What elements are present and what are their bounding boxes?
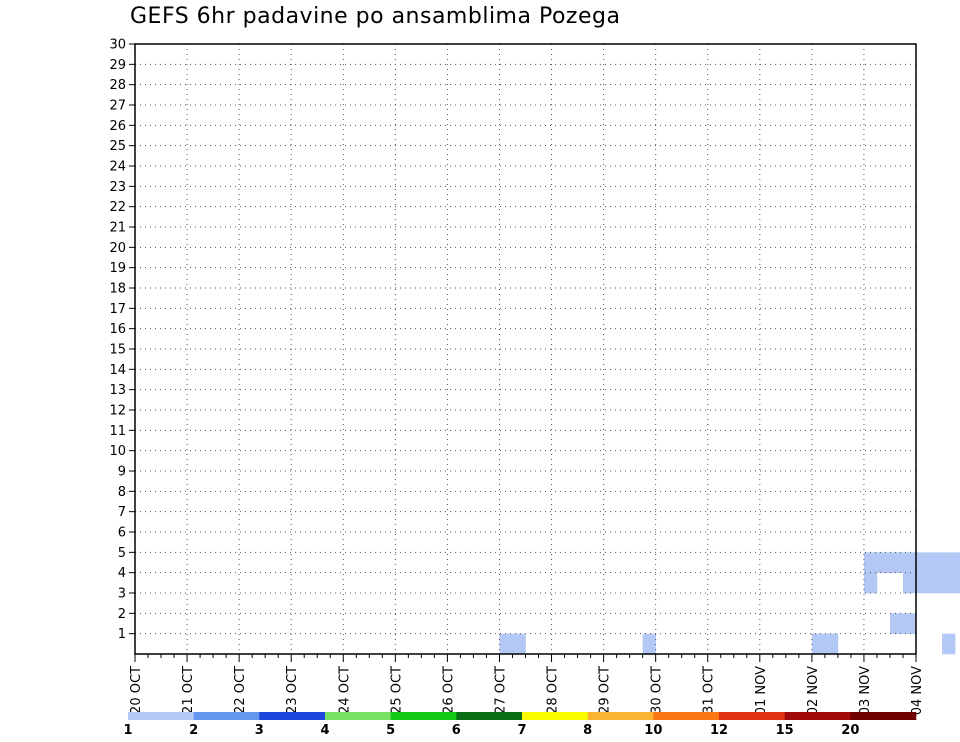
y-tick-label: 21 — [109, 221, 126, 236]
x-tick-label: 21 OCT — [181, 666, 196, 714]
heatmap-cell — [929, 552, 943, 573]
heatmap-cell — [876, 552, 891, 573]
colorbar-label: 12 — [710, 723, 728, 738]
colorbar-label: 10 — [644, 723, 662, 738]
heatmap-cell — [942, 552, 956, 573]
colorbar-label: 8 — [583, 723, 592, 738]
chart-title: GEFS 6hr padavine po ansamblima Pozega — [130, 4, 621, 29]
y-tick-label: 2 — [118, 607, 126, 622]
colorbar-label: 2 — [189, 723, 198, 738]
y-axis: 1234567891011121314151617181920212223242… — [109, 38, 135, 642]
heatmap-cell — [942, 572, 956, 594]
heatmap-cell — [916, 552, 930, 573]
colorbar-label: 20 — [841, 723, 859, 738]
x-tick-label: 27 OCT — [493, 666, 508, 714]
y-tick-label: 27 — [109, 99, 126, 114]
y-tick-label: 16 — [109, 322, 126, 337]
x-tick-label: 02 NOV — [806, 666, 821, 715]
x-tick-label: 01 NOV — [754, 666, 769, 715]
heatmap-cell — [955, 552, 960, 573]
colorbar-swatch — [784, 712, 851, 720]
x-tick-label: 28 OCT — [546, 666, 561, 714]
heatmap-cell — [642, 633, 656, 655]
colorbar-label: 6 — [452, 723, 461, 738]
y-tick-label: 5 — [118, 546, 126, 561]
colorbar-label: 3 — [255, 723, 264, 738]
y-tick-label: 20 — [109, 241, 126, 256]
x-tick-label: 30 OCT — [650, 666, 665, 714]
y-tick-label: 17 — [109, 302, 126, 317]
colorbar-swatch — [259, 712, 326, 720]
colorbar-swatch — [719, 712, 785, 720]
colorbar-swatch — [193, 712, 260, 720]
colorbar-swatch — [522, 712, 588, 720]
y-tick-label: 6 — [118, 526, 126, 541]
heatmap-cell — [811, 633, 826, 655]
heatmap-cell — [824, 633, 839, 655]
y-tick-label: 18 — [109, 282, 126, 297]
colorbar-swatch — [587, 712, 654, 720]
y-tick-label: 8 — [118, 485, 126, 500]
colorbar-swatch — [325, 712, 391, 720]
heatmap-cell — [512, 633, 526, 655]
x-axis: 20 OCT 21 OCT 22 OCT 23 OCT 24 OCT 25 OCT 26 O… — [129, 654, 925, 715]
x-tick-label: 23 OCT — [285, 666, 300, 714]
heatmap-cell — [902, 572, 917, 594]
y-tick-label: 30 — [109, 38, 126, 53]
plot-grid — [135, 44, 916, 654]
heatmap-cell — [889, 552, 904, 573]
colorbar-label: 5 — [386, 723, 395, 738]
x-tick-label: 31 OCT — [702, 666, 717, 714]
heatmap-cell — [902, 552, 917, 573]
y-tick-label: 13 — [109, 383, 126, 398]
x-tick-label: 03 NOV — [858, 666, 873, 715]
y-tick-label: 9 — [118, 465, 126, 480]
heatmap-cell — [889, 613, 904, 634]
colorbar-swatch — [653, 712, 720, 720]
y-tick-label: 29 — [109, 58, 126, 73]
y-tick-label: 19 — [109, 261, 126, 276]
x-tick-label: 20 OCT — [129, 666, 144, 714]
x-tick-label: 26 OCT — [441, 666, 456, 714]
heatmap-cells — [499, 552, 960, 655]
heatmap-cell — [499, 633, 513, 655]
colorbar: 1 2 3 4 5 6 7 8 10 12 15 20 — [123, 712, 917, 738]
colorbar-label: 1 — [123, 723, 132, 738]
colorbar-label: 15 — [776, 723, 794, 738]
y-tick-label: 14 — [109, 363, 126, 378]
y-tick-label: 4 — [118, 566, 126, 581]
y-tick-label: 3 — [118, 587, 126, 602]
y-tick-label: 10 — [109, 444, 126, 459]
y-tick-label: 28 — [109, 78, 126, 93]
y-tick-label: 1 — [118, 627, 126, 642]
colorbar-swatch — [128, 712, 194, 720]
colorbar-label: 7 — [517, 723, 526, 738]
x-tick-label: 22 OCT — [233, 666, 248, 714]
colorbar-swatch — [456, 712, 523, 720]
y-tick-label: 24 — [109, 160, 126, 175]
y-tick-label: 22 — [109, 200, 126, 215]
x-tick-label: 24 OCT — [337, 666, 352, 714]
heatmap-cell — [929, 572, 943, 594]
y-tick-label: 15 — [109, 343, 126, 358]
heatmap-cell — [916, 572, 930, 594]
y-tick-label: 23 — [109, 180, 126, 195]
heatmap-cell — [955, 572, 960, 594]
colorbar-label: 4 — [320, 723, 329, 738]
y-tick-label: 25 — [109, 139, 126, 154]
colorbar-swatch — [390, 712, 457, 720]
x-tick-label: 25 OCT — [389, 666, 404, 714]
y-tick-label: 7 — [118, 505, 126, 520]
y-tick-label: 12 — [109, 404, 126, 419]
y-tick-label: 26 — [109, 119, 126, 134]
colorbar-swatch — [850, 712, 917, 720]
heatmap-cell — [902, 613, 917, 634]
heatmap-cell — [942, 633, 956, 655]
x-tick-label: 29 OCT — [598, 666, 613, 714]
x-tick-label: 04 NOV — [910, 666, 925, 715]
heatmap-cell — [863, 572, 878, 594]
y-tick-label: 11 — [109, 424, 126, 439]
heatmap-cell — [863, 552, 878, 573]
